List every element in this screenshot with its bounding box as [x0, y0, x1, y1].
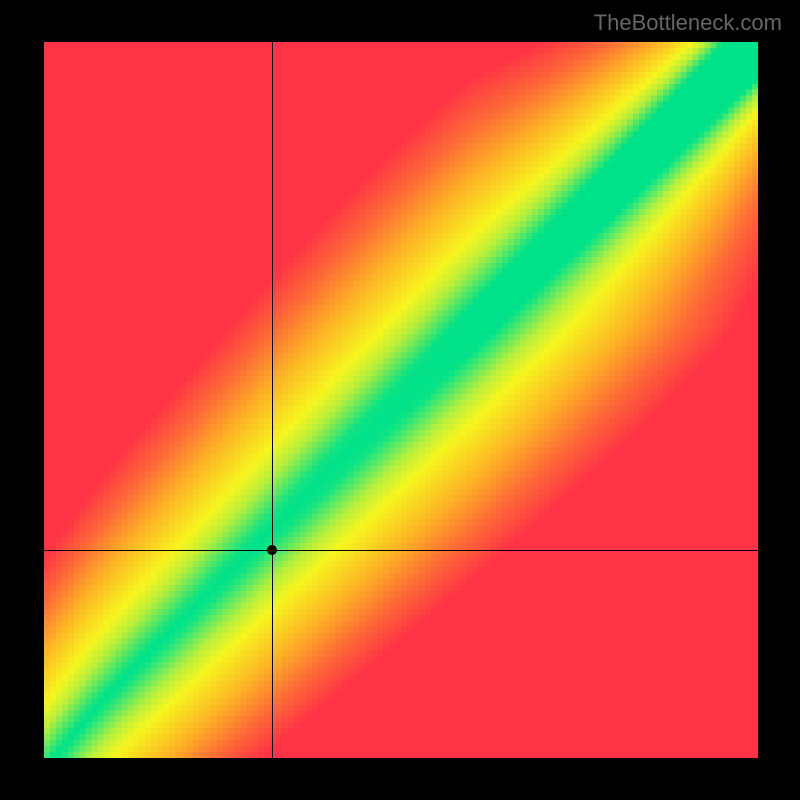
bottleneck-heatmap	[44, 42, 758, 758]
watermark-text: TheBottleneck.com	[594, 10, 782, 36]
crosshair-marker-dot	[267, 545, 277, 555]
crosshair-vertical	[272, 42, 273, 758]
heatmap-canvas	[44, 42, 758, 758]
crosshair-horizontal	[44, 550, 758, 551]
